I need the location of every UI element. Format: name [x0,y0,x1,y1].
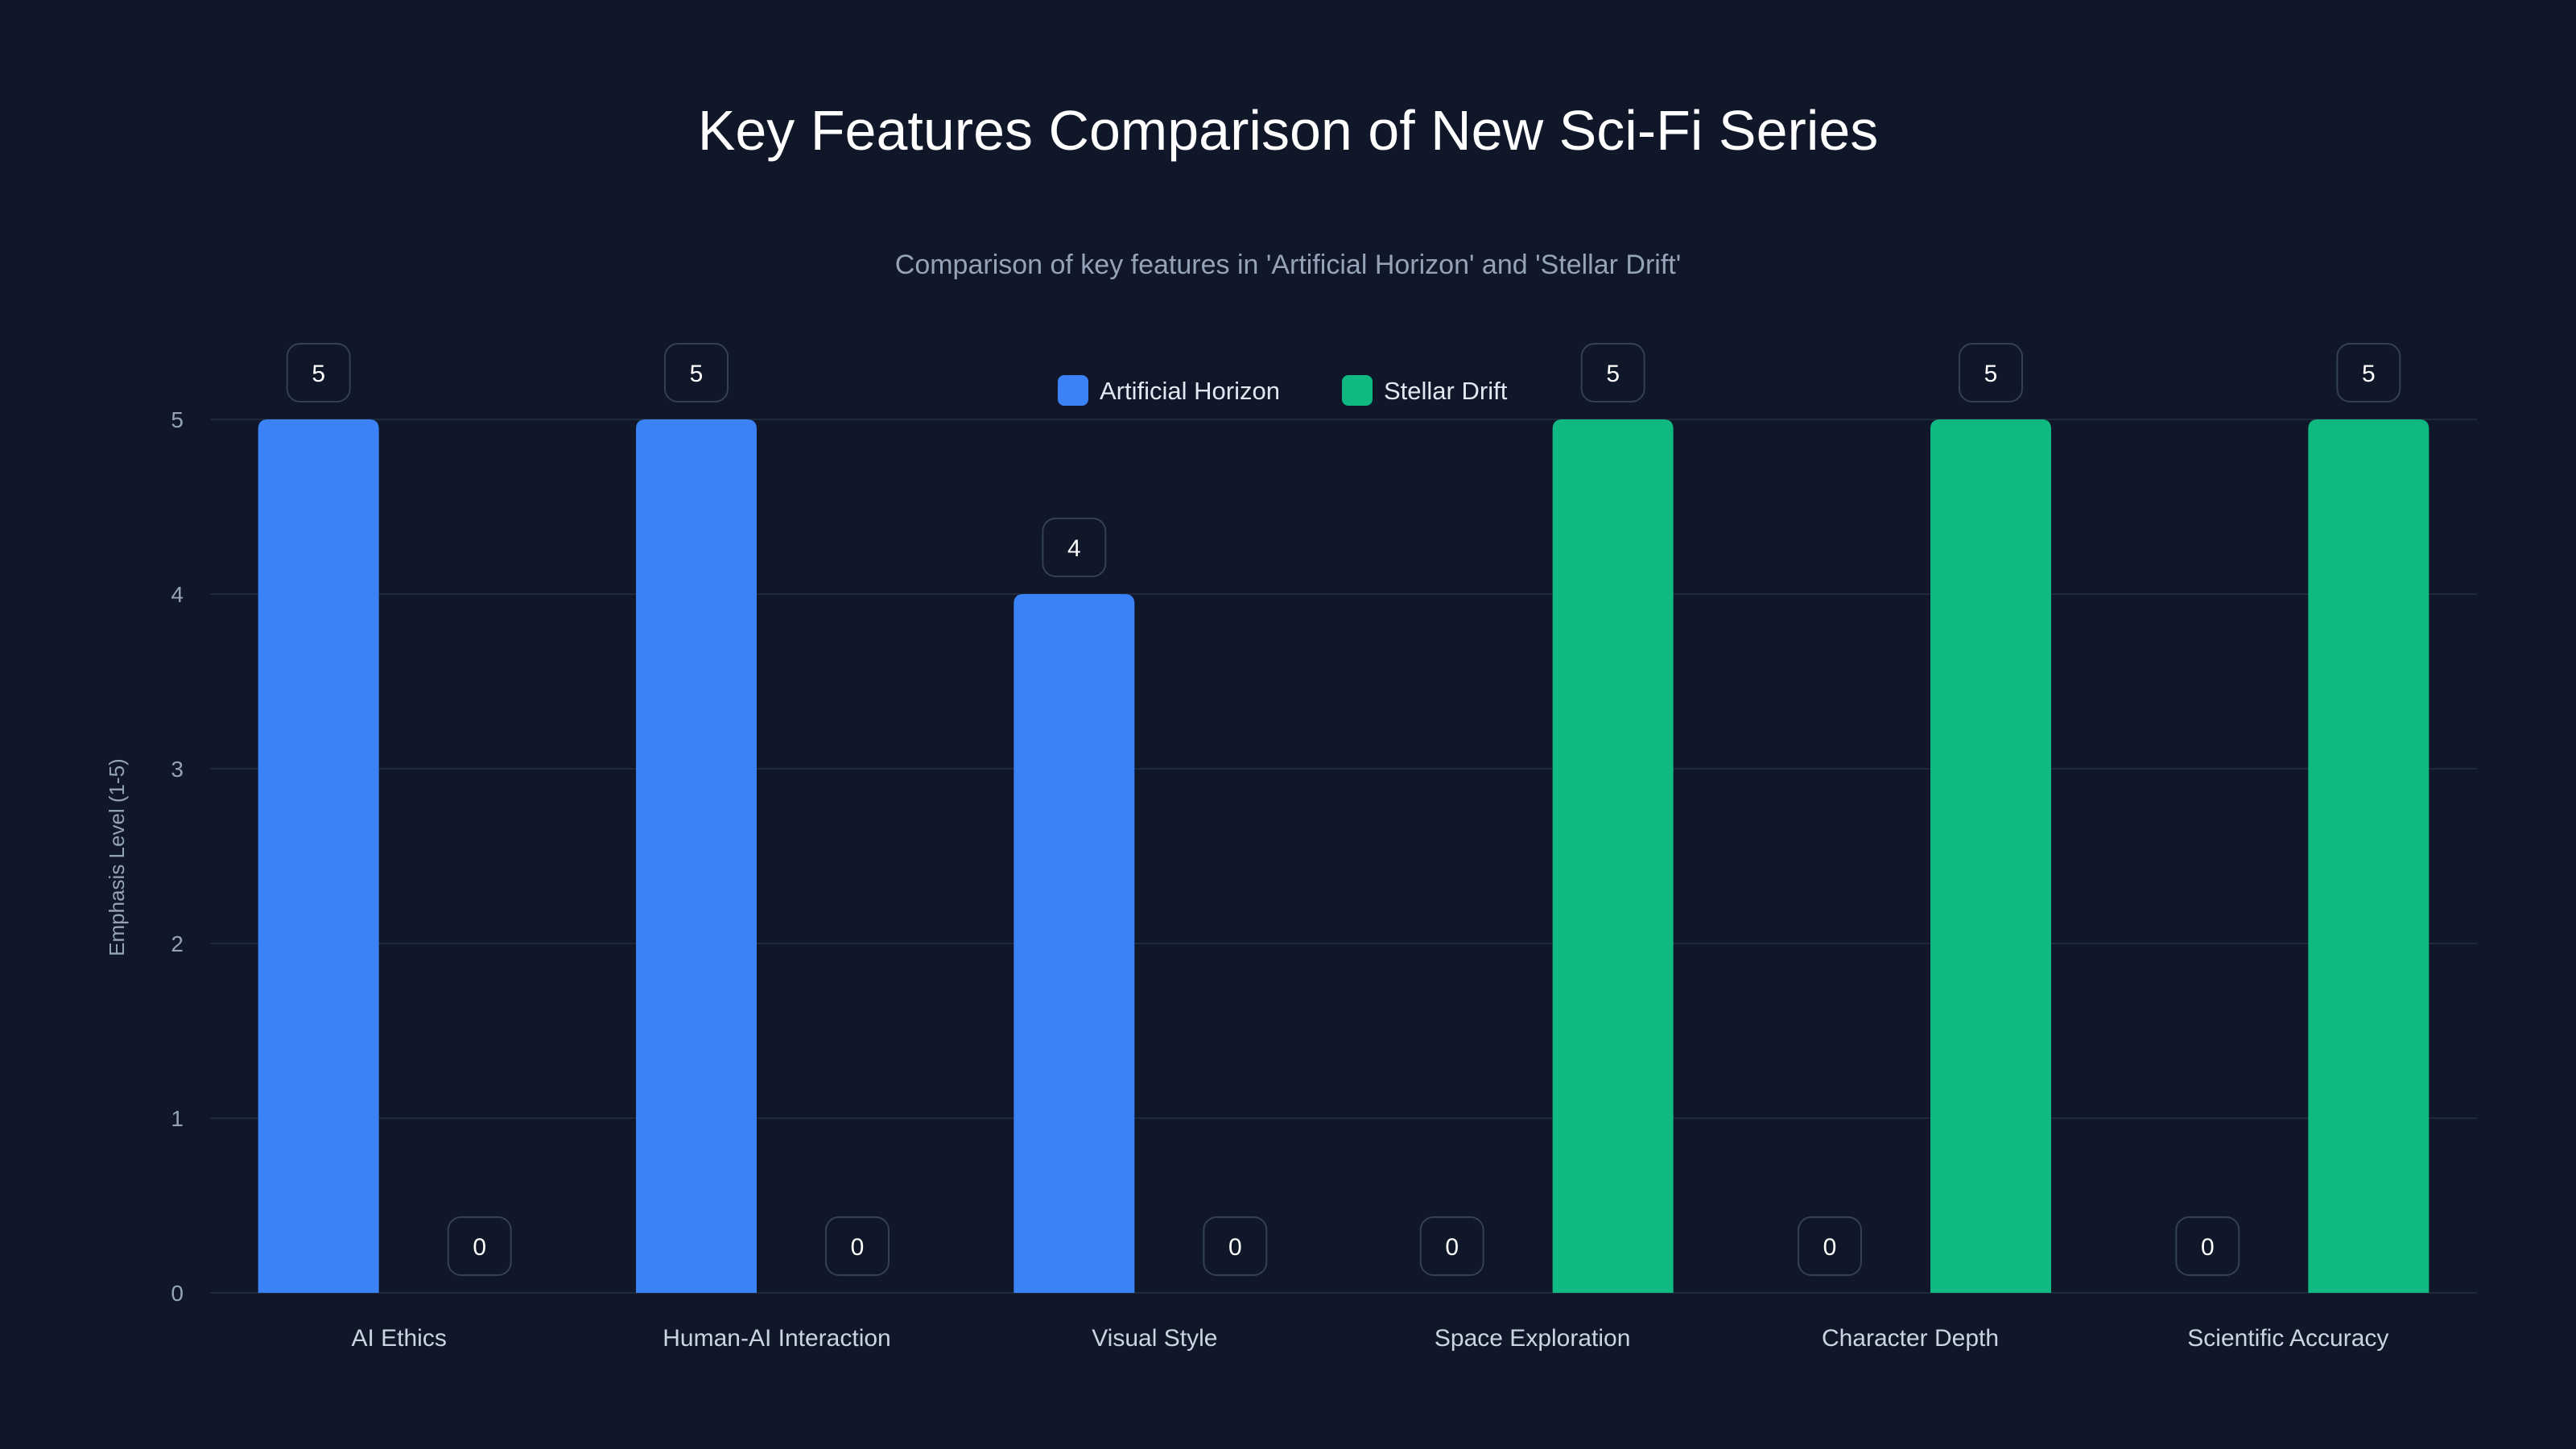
chart-subtitle: Comparison of key features in 'Artificia… [895,250,1681,280]
data-label-box [286,343,351,402]
legend: Artificial Horizon Stellar Drift [1058,375,1508,406]
y-tick-label: 1 [171,1106,184,1131]
gridlines: 0 1 2 3 4 5 [171,407,2477,1306]
x-tick-label: Scientific Accuracy [2187,1325,2388,1352]
data-label: 0 [2201,1234,2215,1261]
data-label-box [825,1216,890,1276]
y-axis-title: Emphasis Level (1-5) [105,758,129,956]
x-axis-labels: AI Ethics Human-AI Interaction Visual Styl… [351,1325,2388,1352]
data-label-box [447,1216,512,1276]
data-label: 5 [1984,361,1998,387]
data-label: 0 [1445,1234,1459,1261]
legend-label: Stellar Drift [1384,377,1508,405]
y-tick-label: 2 [171,931,184,956]
data-label-box [1580,343,1645,402]
bar [636,419,757,1293]
x-tick-label: AI Ethics [351,1325,446,1352]
data-label: 5 [312,361,325,387]
x-tick-label: Visual Style [1092,1325,1217,1352]
data-label: 5 [2362,361,2376,387]
data-label-box [1042,518,1107,577]
data-label-box [2175,1216,2240,1276]
y-tick-label: 5 [171,407,184,432]
y-tick-label: 3 [171,757,184,782]
bar [258,419,379,1293]
bar [1013,594,1135,1293]
data-label: 0 [473,1234,486,1261]
data-labels: 5 0 5 0 4 0 0 5 0 5 0 5 [286,343,2401,1276]
x-tick-label: Human-AI Interaction [663,1325,890,1352]
legend-swatch [1342,375,1373,406]
data-label-box [1419,1216,1484,1276]
data-label-box [2336,343,2401,402]
data-label: 0 [1823,1234,1837,1261]
data-label: 5 [690,361,704,387]
x-tick-label: Character Depth [1822,1325,1999,1352]
data-label: 0 [1228,1234,1242,1261]
data-label-box [1798,1216,1862,1276]
bar [1552,419,1674,1293]
data-label-box [1203,1216,1268,1276]
bar [2308,419,2429,1293]
y-tick-label: 0 [171,1281,184,1306]
x-tick-label: Space Exploration [1435,1325,1631,1352]
bar [1930,419,2051,1293]
legend-label: Artificial Horizon [1100,377,1280,405]
data-label-box [1959,343,2023,402]
chart-title: Key Features Comparison of New Sci-Fi Se… [698,99,1879,162]
data-label: 4 [1067,535,1081,562]
data-label-box [664,343,729,402]
y-tick-label: 4 [171,582,184,607]
data-label: 0 [851,1234,865,1261]
bars [258,419,2429,1293]
legend-swatch [1058,375,1088,406]
data-label: 5 [1606,361,1620,387]
